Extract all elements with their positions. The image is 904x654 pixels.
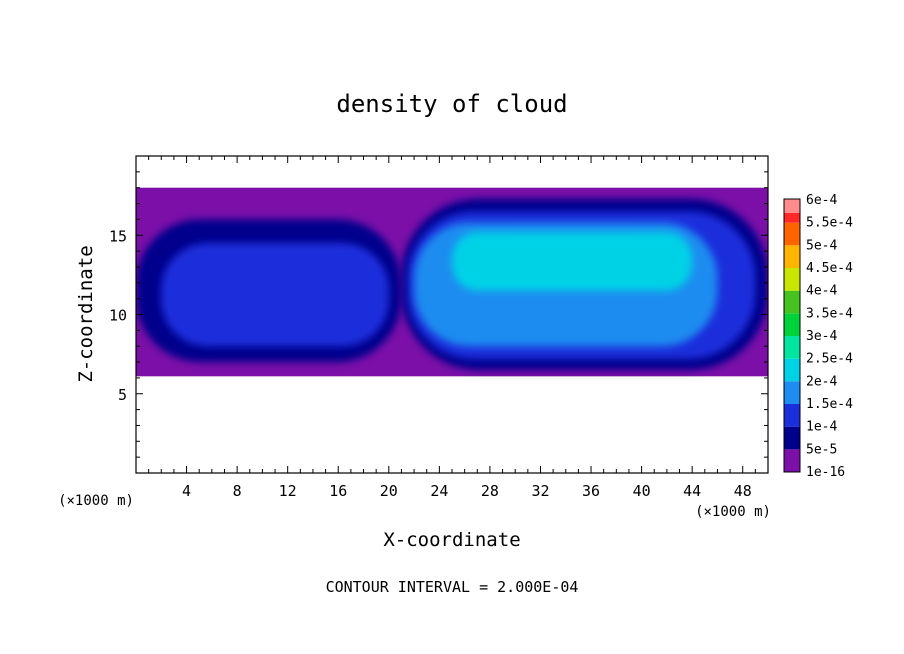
x-tick-label: 16 [329,482,347,500]
y-axis-unit: (×1000 m) [58,493,134,509]
x-tick-label: 48 [734,482,752,500]
x-tick-label: 32 [531,482,549,500]
colorbar-label: 3e-4 [806,329,837,344]
colorbar-label: 5.5e-4 [806,216,853,231]
field-region-2e-4 [452,232,693,291]
x-tick-label: 40 [633,482,651,500]
field-region-1e-4 [161,243,389,347]
x-axis-ticks: 4 8 12 16 20 24 28 32 36 40 44 48 [148,156,756,500]
colorbar-swatch [784,381,800,404]
colorbar: 1e-16 5e-5 1e-4 1.5e-4 2e-4 2.5e-4 3e-4 3.5e-4 4… [783,193,853,480]
colorbar-swatch [784,245,800,268]
x-tick-label: 44 [683,482,701,500]
colorbar-swatch [784,426,800,450]
density-field [136,187,768,377]
colorbar-label: 4e-4 [806,284,837,299]
colorbar-label: 3.5e-4 [806,306,853,321]
colorbar-label: 2.5e-4 [806,352,853,367]
colorbar-swatch [784,290,800,314]
colorbar-swatch [784,336,800,359]
x-axis-unit: (×1000 m) [695,504,771,520]
x-tick-label: 8 [233,482,242,500]
colorbar-swatch-top [784,199,800,213]
colorbar-swatch [784,222,800,246]
y-tick-label: 10 [109,307,127,325]
colorbar-frame [783,198,801,473]
y-axis-ticks: 5 10 15 [109,171,768,458]
x-tick-label: 24 [430,482,448,500]
y-tick-label: 5 [118,386,127,404]
x-axis-label: X-coordinate [383,529,520,551]
colorbar-label: 1e-4 [806,420,837,435]
colorbar-label: 6e-4 [806,193,837,208]
colorbar-swatch [784,404,800,427]
x-tick-label: 28 [481,482,499,500]
x-tick-label: 36 [582,482,600,500]
colorbar-label: 5e-4 [806,238,837,253]
x-tick-label: 12 [279,482,297,500]
colorbar-label: 4.5e-4 [806,261,853,276]
colorbar-label: 1.5e-4 [806,397,853,412]
colorbar-swatch [784,358,800,382]
colorbar-swatch [784,268,800,291]
contour-interval-note: CONTOUR INTERVAL = 2.000E-04 [326,578,579,596]
colorbar-swatch [784,449,800,472]
colorbar-label: 5e-5 [806,442,837,457]
x-tick-label: 4 [182,482,191,500]
colorbar-label: 1e-16 [806,465,845,480]
y-axis-label: Z-coordinate [75,245,97,382]
x-tick-label: 20 [380,482,398,500]
y-tick-label: 15 [109,227,127,245]
colorbar-label: 2e-4 [806,374,837,389]
chart-title: density of cloud [336,90,567,118]
colorbar-swatch [784,313,800,336]
